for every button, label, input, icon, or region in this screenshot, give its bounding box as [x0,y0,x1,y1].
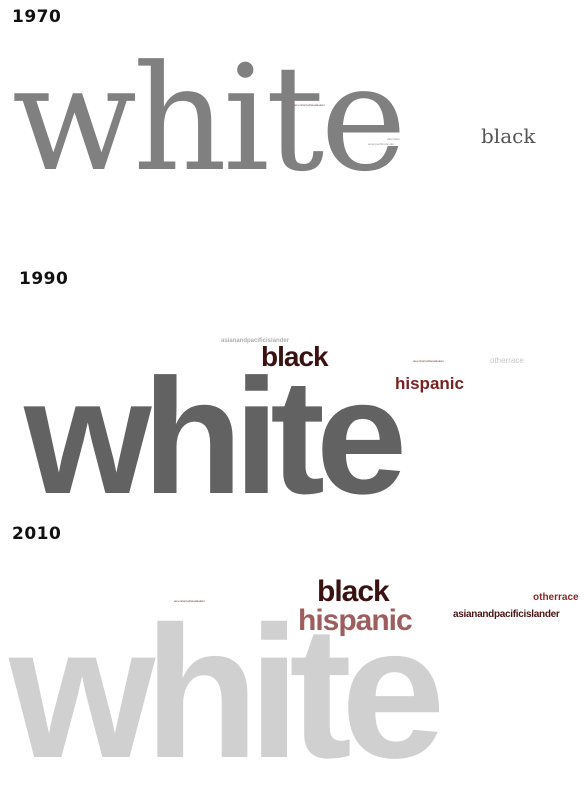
word-white-1970: white [12,34,407,204]
word-black-1970: black [481,124,536,148]
word-hispanic-1990: hispanic [395,374,464,393]
word-white-2010: white [9,587,445,797]
year-label-2010: 2010 [12,524,62,544]
year-label-1970: 1970 [12,7,62,27]
word-hispanic-2010: hispanic [298,604,413,637]
word-white-1990: white [24,345,407,528]
word-otherrace-1990: otherrace [490,356,524,365]
word-tiny-2010: americanindianalaskan [174,599,205,603]
word-tiny-1990: americanindianalaskan [413,359,444,363]
word-asian-2010: asianandpacificislander [453,609,560,620]
word-small-1970-a: americanindianalaskan [294,103,325,107]
word-small-1970-b: otherrace [387,137,400,141]
word-black-2010: black [317,575,390,608]
word-black-1990: black [261,341,329,372]
word-small-1970-c: asianpacificislander [368,142,395,146]
word-otherrace-2010: otherrace [533,592,579,603]
year-label-1990: 1990 [19,269,69,289]
word-asian-1990: asianandpacificislander [221,338,290,344]
